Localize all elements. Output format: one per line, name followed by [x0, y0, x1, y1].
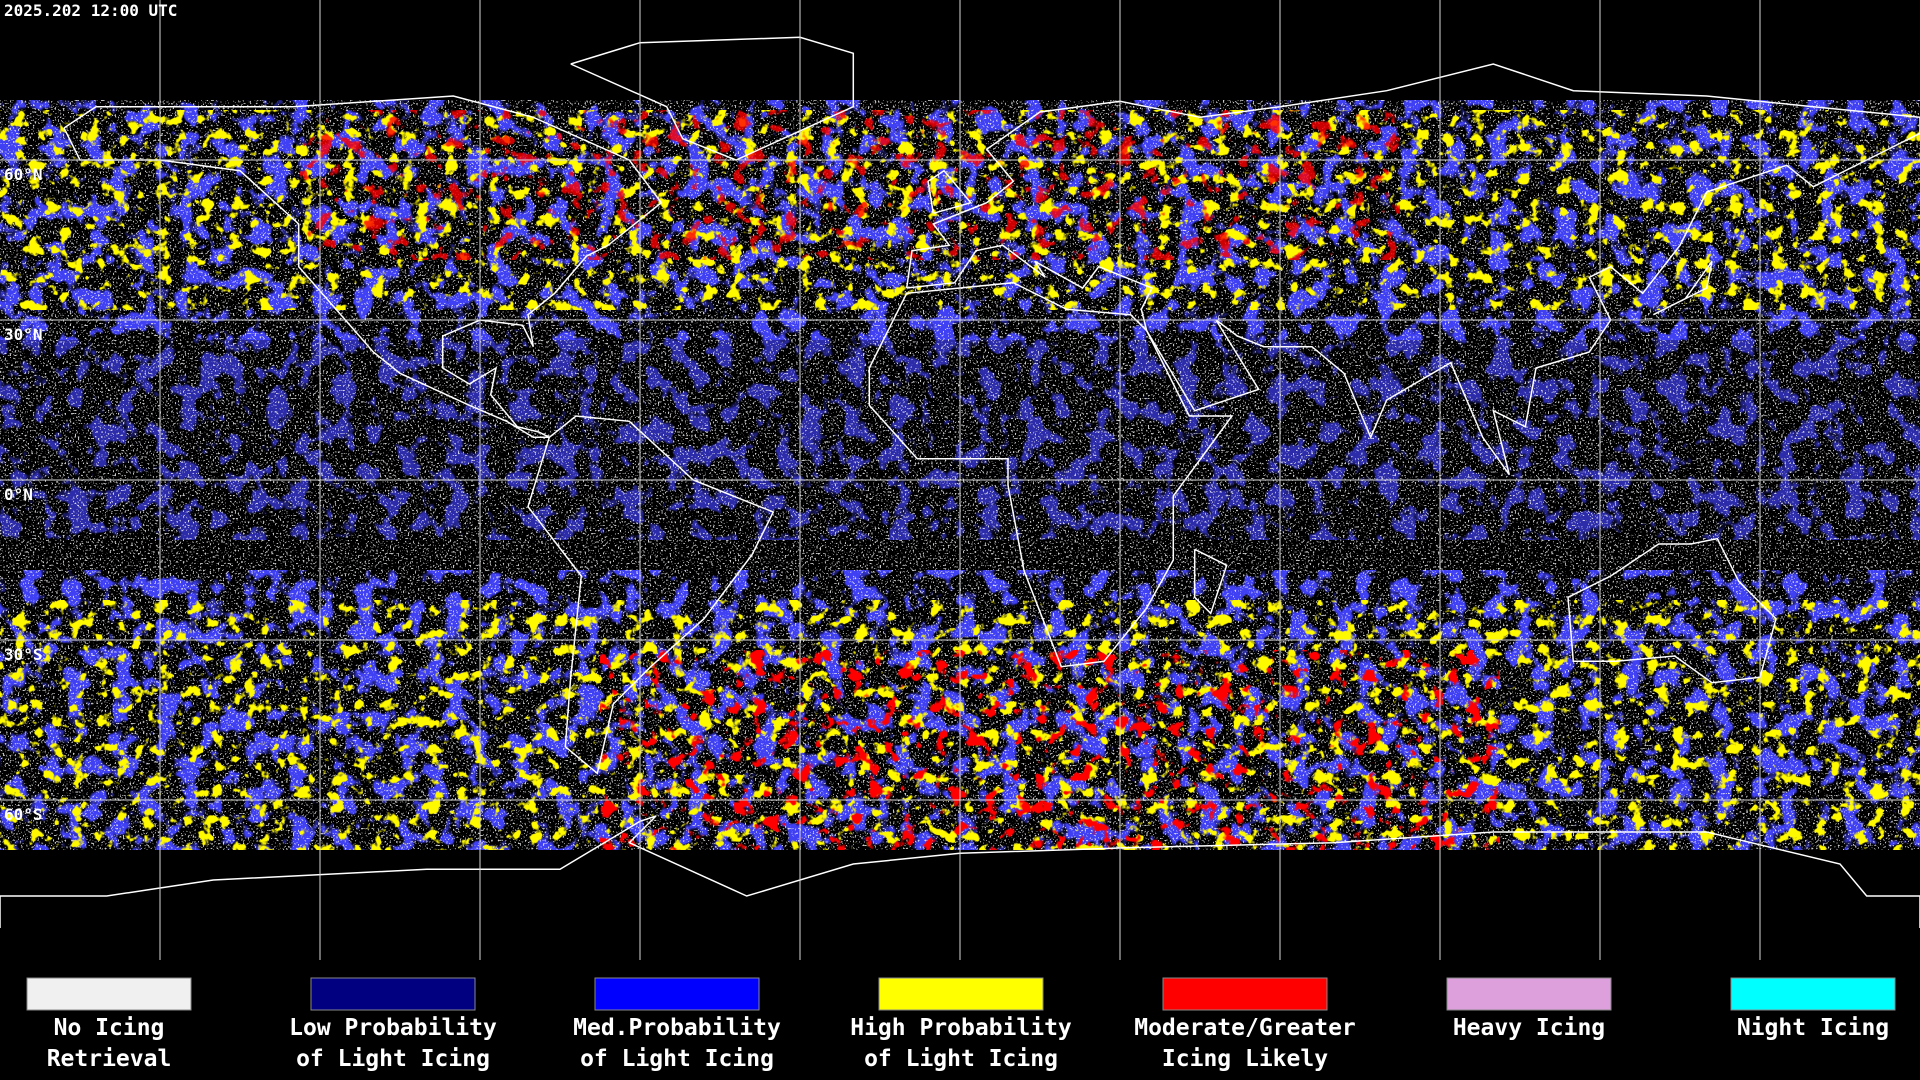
legend-swatch: [878, 977, 1044, 1011]
legend-label: Retrieval: [47, 1046, 172, 1072]
legend-label: Heavy Icing: [1453, 1015, 1605, 1041]
legend: No Icing Retrieval Low Probability of Light…: [26, 977, 1896, 1072]
legend-swatch: [1162, 977, 1328, 1011]
latitude-label: 0°N: [4, 485, 33, 504]
coastline: [868, 281, 1234, 668]
legend-label: Low Probability: [289, 1015, 497, 1041]
legend-label: of Light Icing: [864, 1046, 1058, 1072]
moderate-north: [300, 110, 1400, 260]
legend-label: of Light Icing: [296, 1046, 490, 1072]
latitude-label: 60°N: [4, 165, 43, 184]
graticule: [0, 0, 1920, 960]
legend-label: Moderate/Greater: [1134, 1015, 1356, 1041]
coastline: [1652, 260, 1713, 316]
coastline: [63, 95, 663, 439]
legend-swatch: [1446, 977, 1612, 1011]
moderate-south: [600, 650, 1500, 850]
coastline: [1193, 548, 1228, 615]
legend-swatch: [26, 977, 192, 1011]
legend-label: Night Icing: [1737, 1015, 1889, 1041]
legend-swatch: [1730, 977, 1896, 1011]
legend-label: of Light Icing: [580, 1046, 774, 1072]
timestamp: 2025.202 12:00 UTC: [4, 1, 177, 20]
legend-label: Med.Probability: [573, 1015, 781, 1041]
latitude-label: 30°S: [4, 645, 43, 664]
coastline: [570, 36, 855, 161]
latitude-label: 30°N: [4, 325, 43, 344]
coastline: [527, 415, 775, 775]
legend-swatch: [594, 977, 760, 1011]
coastline: [1567, 537, 1777, 684]
legend-label: No Icing: [54, 1015, 165, 1041]
latitude-label: 60°S: [4, 805, 43, 824]
legend-label: Icing Likely: [1162, 1046, 1328, 1072]
coastline: [927, 169, 973, 215]
legend-swatch: [310, 977, 476, 1011]
legend-label: High Probability: [850, 1015, 1072, 1041]
